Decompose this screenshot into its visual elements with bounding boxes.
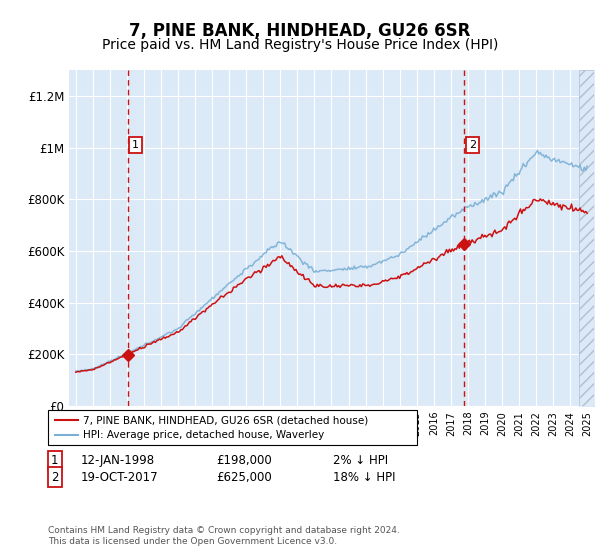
Text: £198,000: £198,000 (216, 454, 272, 467)
Text: 1: 1 (51, 454, 59, 467)
Text: 19-OCT-2017: 19-OCT-2017 (81, 470, 158, 484)
Text: Price paid vs. HM Land Registry's House Price Index (HPI): Price paid vs. HM Land Registry's House … (102, 38, 498, 52)
Text: 2% ↓ HPI: 2% ↓ HPI (333, 454, 388, 467)
Text: 2: 2 (469, 140, 476, 150)
Text: 7, PINE BANK, HINDHEAD, GU26 6SR: 7, PINE BANK, HINDHEAD, GU26 6SR (130, 22, 470, 40)
Text: 7, PINE BANK, HINDHEAD, GU26 6SR (detached house): 7, PINE BANK, HINDHEAD, GU26 6SR (detach… (83, 415, 368, 425)
Text: 1: 1 (132, 140, 139, 150)
Text: Contains HM Land Registry data © Crown copyright and database right 2024.
This d: Contains HM Land Registry data © Crown c… (48, 526, 400, 546)
Text: 18% ↓ HPI: 18% ↓ HPI (333, 470, 395, 484)
Text: £625,000: £625,000 (216, 470, 272, 484)
Text: HPI: Average price, detached house, Waverley: HPI: Average price, detached house, Wave… (83, 431, 324, 441)
Text: 2: 2 (51, 470, 59, 484)
Text: 12-JAN-1998: 12-JAN-1998 (81, 454, 155, 467)
